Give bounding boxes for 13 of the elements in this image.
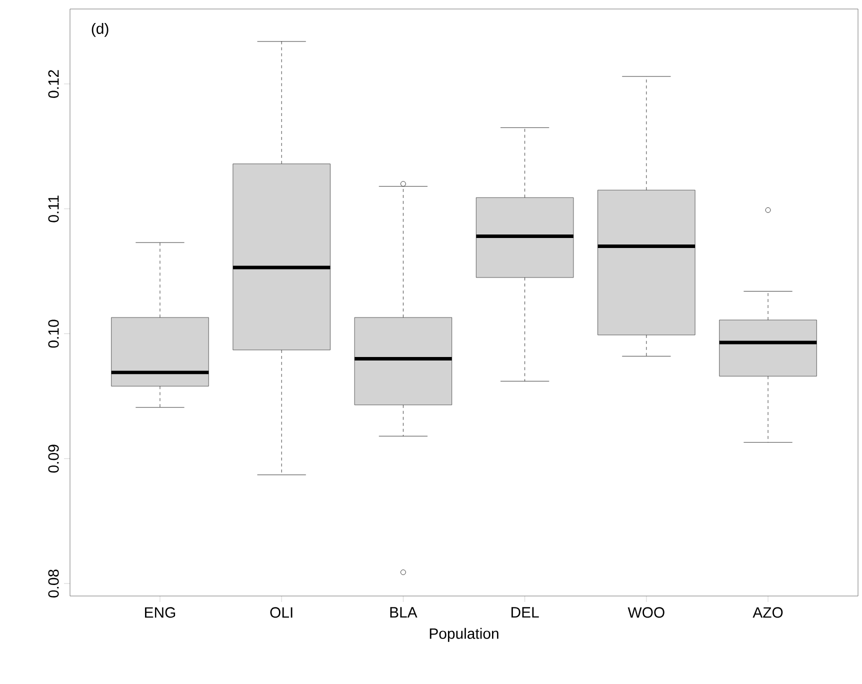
- y-tick-label: 0.11: [48, 196, 59, 222]
- x-tick-label: BLA: [390, 607, 418, 618]
- x-tick-label: DEL: [511, 607, 539, 618]
- x-tick-label: WOO: [628, 607, 664, 618]
- y-tick-label: 0.10: [48, 320, 59, 348]
- x-tick-label: AZO: [752, 607, 783, 618]
- annotation: (d): [92, 22, 108, 37]
- x-tick-label: ENG: [145, 607, 176, 618]
- x-tick-label: OLI: [270, 607, 292, 618]
- x-axis-title: Population: [430, 628, 498, 642]
- y-tick-label: 0.12: [48, 70, 59, 98]
- y-tick-label: 0.09: [48, 444, 59, 473]
- y-tick-label: 0.08: [48, 570, 59, 598]
